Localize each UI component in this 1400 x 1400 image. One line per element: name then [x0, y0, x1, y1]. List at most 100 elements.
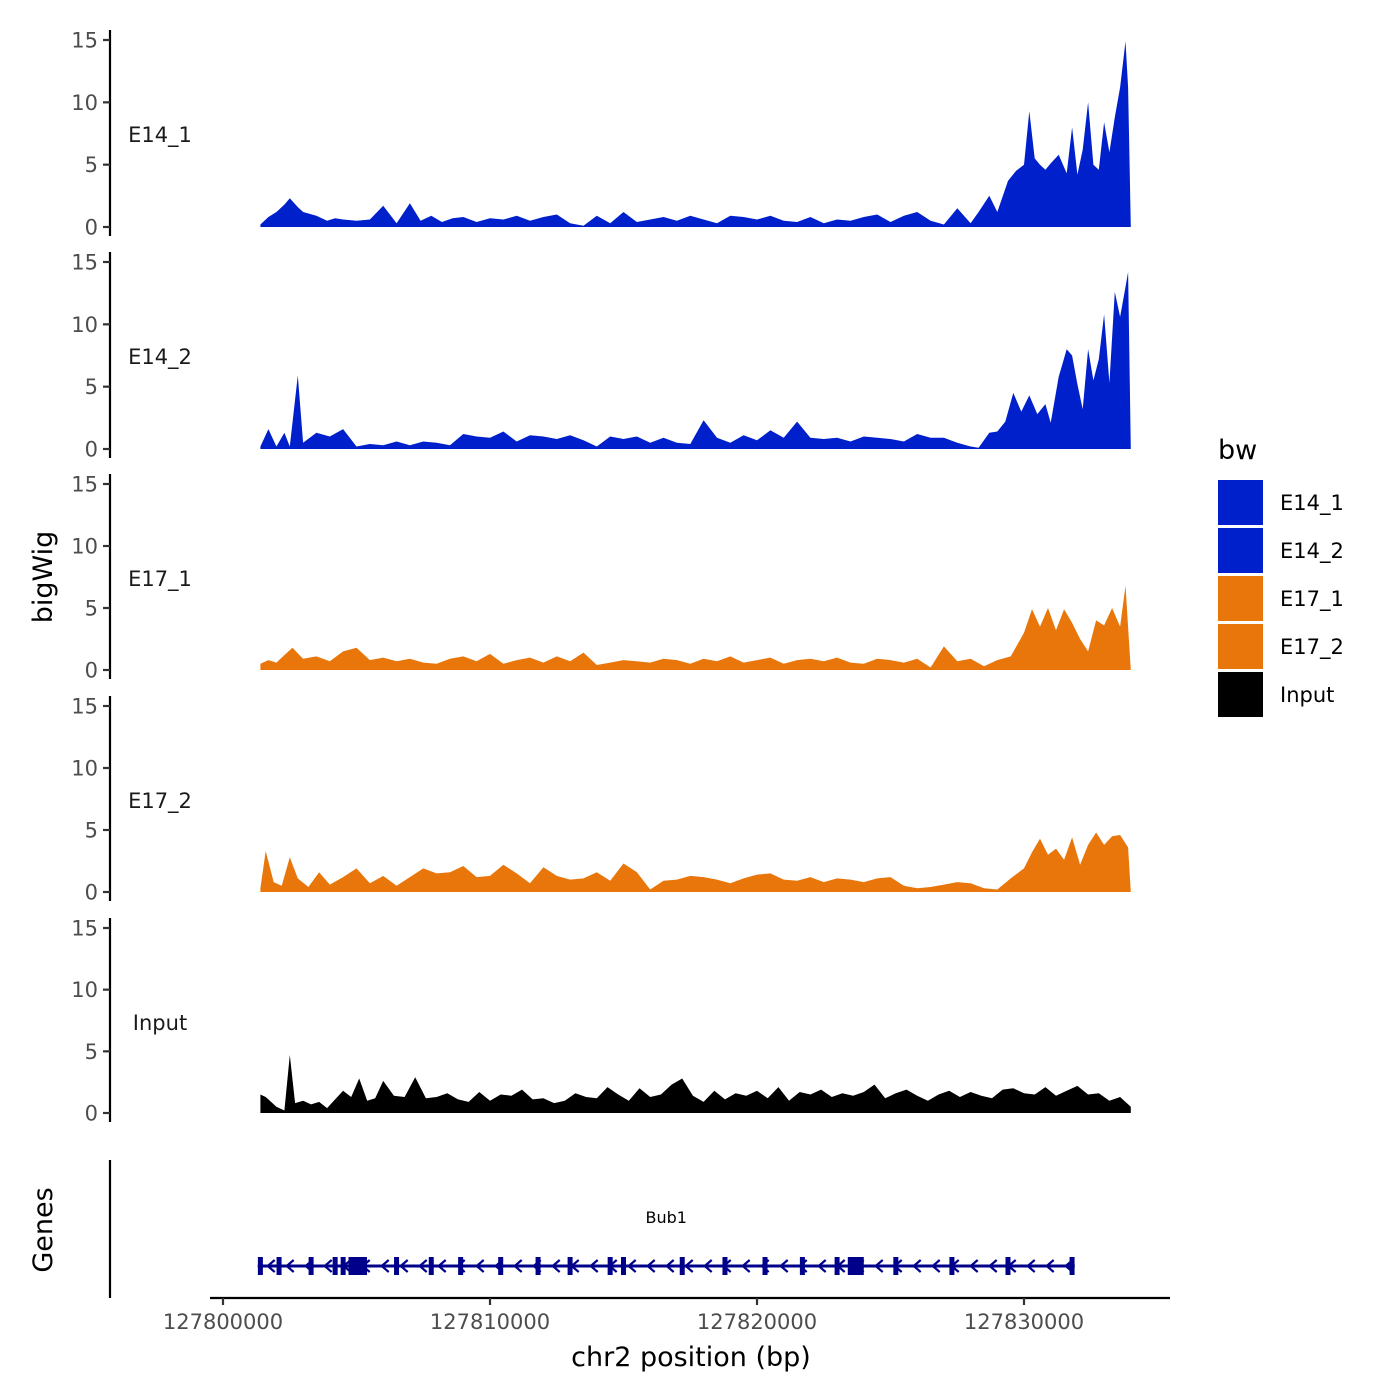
exon	[340, 1257, 346, 1275]
legend-swatch	[1218, 672, 1263, 717]
track-e17-1: 0 5 10 15 E17_1	[71, 473, 1131, 683]
strand-arrow	[551, 1259, 561, 1273]
y-tick-label: 0	[85, 881, 98, 905]
y-tick-label: 15	[71, 29, 98, 53]
strand-arrow	[627, 1259, 637, 1273]
legend-swatch	[1218, 624, 1263, 669]
track-e14-1: 0 5 10 15 E14_1	[71, 29, 1131, 240]
y-tick-label: 5	[85, 375, 98, 399]
exon	[567, 1257, 573, 1275]
track-label: E14_2	[128, 345, 192, 370]
exon	[362, 1257, 368, 1275]
signal-area-e17-2	[260, 832, 1131, 892]
legend-item: E14_2	[1218, 528, 1344, 573]
y-tick-label: 0	[85, 216, 98, 240]
strand-arrow	[1026, 1259, 1036, 1273]
y-tick-label: 5	[85, 153, 98, 177]
exon	[332, 1257, 338, 1275]
legend-title: bw	[1218, 435, 1257, 466]
gene-name-label: Bub1	[645, 1208, 686, 1227]
x-tick-label: 127820000	[697, 1310, 817, 1334]
strand-arrow	[665, 1259, 675, 1273]
exon	[535, 1257, 541, 1275]
x-tick-label: 127800000	[163, 1310, 283, 1334]
y-tick-label: 5	[85, 819, 98, 843]
track-label: E17_2	[128, 789, 192, 814]
exon	[1069, 1257, 1075, 1275]
x-axis-title: chr2 position (bp)	[571, 1342, 811, 1373]
exon	[308, 1257, 314, 1275]
strand-arrow	[779, 1259, 789, 1273]
exon	[1005, 1257, 1011, 1275]
track-input: 0 5 10 15 Input	[71, 917, 1131, 1126]
legend-swatch	[1218, 576, 1263, 621]
exon	[834, 1257, 840, 1275]
y-tick-label: 0	[85, 438, 98, 462]
exon	[276, 1257, 282, 1275]
strand-arrow	[703, 1259, 713, 1273]
exon	[893, 1257, 899, 1275]
track-label: Input	[133, 1011, 187, 1035]
legend-item: E14_1	[1218, 480, 1344, 525]
strand-arrow	[912, 1259, 922, 1273]
gene-model: Bub1	[257, 1208, 1075, 1275]
x-tick-label: 127830000	[964, 1310, 1084, 1334]
y-tick-label: 15	[71, 473, 98, 497]
legend-item: E17_1	[1218, 576, 1344, 621]
strand-arrow	[969, 1259, 979, 1273]
legend-swatch	[1218, 480, 1263, 525]
exon	[428, 1257, 434, 1275]
strand-arrow	[741, 1259, 751, 1273]
y-tick-label: 15	[71, 917, 98, 941]
exon	[799, 1257, 805, 1275]
y-tick-label: 15	[71, 251, 98, 275]
genes-panel: Bub1	[108, 1160, 1075, 1298]
legend-label: E14_1	[1280, 491, 1344, 516]
signal-area-e17-1	[260, 585, 1131, 670]
legend-item: Input	[1218, 672, 1334, 717]
y-tick-label: 5	[85, 597, 98, 621]
y-tick-label: 0	[85, 659, 98, 683]
exon	[621, 1257, 626, 1275]
strand-arrow	[874, 1259, 884, 1273]
strand-arrow	[380, 1259, 390, 1273]
signal-area-input	[260, 1055, 1131, 1113]
track-label: E17_1	[128, 567, 192, 592]
legend-swatch	[1218, 528, 1263, 573]
y-tick-label: 10	[71, 757, 98, 781]
exon	[394, 1257, 400, 1275]
y-tick-label: 10	[71, 535, 98, 559]
legend-label: E17_1	[1280, 587, 1344, 612]
exon	[949, 1257, 955, 1275]
y-axis-title: bigWig	[28, 531, 59, 624]
exon	[458, 1257, 464, 1275]
strand-arrow	[475, 1259, 485, 1273]
strand-arrow	[988, 1259, 998, 1273]
strand-arrow	[399, 1259, 409, 1273]
track-e14-2: 0 5 10 15 E14_2	[71, 251, 1131, 462]
y-tick-label: 10	[71, 313, 98, 337]
exon	[722, 1257, 728, 1275]
legend-item: E17_2	[1218, 624, 1344, 669]
exon	[498, 1257, 504, 1275]
strand-arrow	[684, 1259, 694, 1273]
genes-axis-title: Genes	[28, 1187, 59, 1272]
signal-area-e14-2	[260, 272, 1131, 449]
y-tick-label: 5	[85, 1040, 98, 1064]
exon-large	[847, 1257, 864, 1275]
exon	[257, 1257, 263, 1275]
track-label: E14_1	[128, 123, 192, 148]
y-tick-label: 10	[71, 91, 98, 115]
strand-arrow	[418, 1259, 428, 1273]
strand-arrow	[931, 1259, 941, 1273]
signal-tracks: 0 5 10 15 E14_1 0 5 10 15 E14_2 0 5 10 15 E17_1 0 5 10 15 E…	[71, 29, 1131, 1126]
exon	[762, 1257, 768, 1275]
y-tick-label: 0	[85, 1102, 98, 1126]
y-tick-label: 10	[71, 978, 98, 1002]
legend-label: E14_2	[1280, 539, 1344, 564]
track-e17-2: 0 5 10 15 E17_2	[71, 695, 1131, 905]
strand-arrow	[513, 1259, 523, 1273]
exon	[607, 1257, 613, 1275]
strand-arrow	[646, 1259, 656, 1273]
